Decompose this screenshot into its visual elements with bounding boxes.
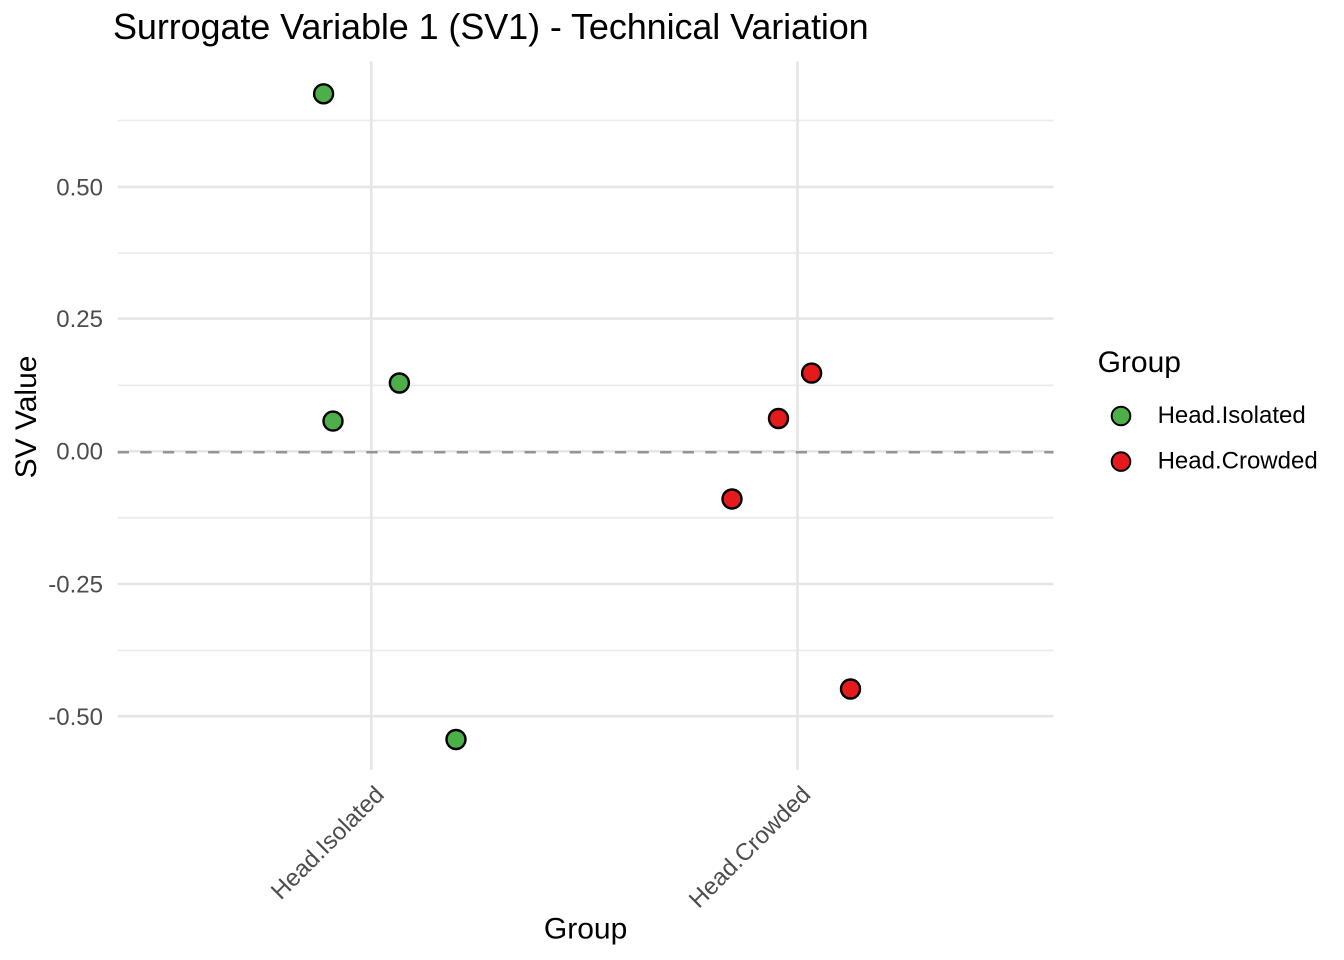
svg-text:Head.Isolated: Head.Isolated [1158, 402, 1306, 429]
svg-text:-0.50: -0.50 [48, 704, 103, 731]
svg-text:Group: Group [1098, 346, 1181, 379]
svg-text:Surrogate Variable 1 (SV1) - T: Surrogate Variable 1 (SV1) - Technical V… [113, 6, 869, 47]
svg-text:-0.25: -0.25 [48, 572, 103, 599]
svg-text:0.25: 0.25 [56, 306, 103, 333]
svg-text:0.00: 0.00 [56, 439, 103, 466]
svg-text:Group: Group [544, 912, 627, 945]
svg-text:0.50: 0.50 [56, 175, 103, 202]
svg-text:SV Value: SV Value [10, 356, 43, 479]
svg-text:Head.Crowded: Head.Crowded [1158, 448, 1318, 475]
